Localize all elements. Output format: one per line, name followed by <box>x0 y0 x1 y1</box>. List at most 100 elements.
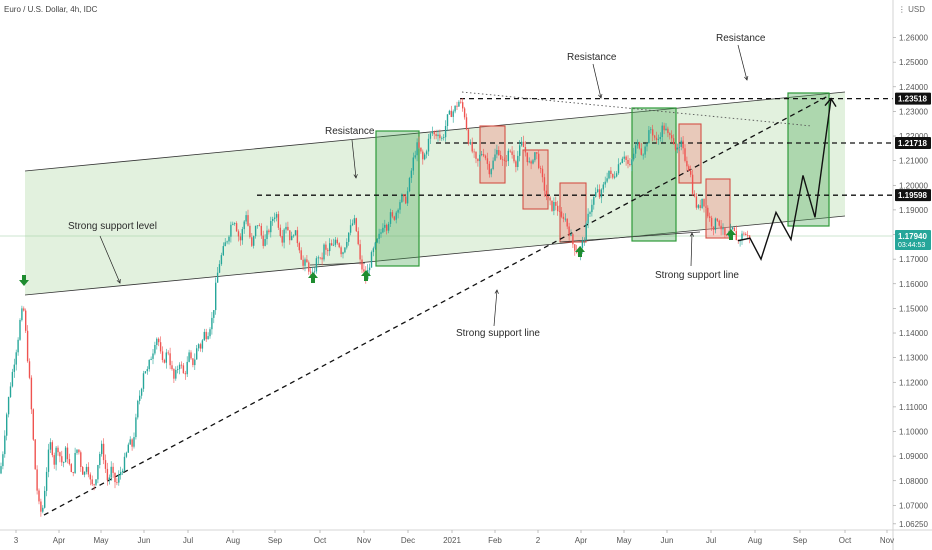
candle-body <box>448 110 451 115</box>
candle-body <box>302 259 304 266</box>
candle-body <box>211 317 213 330</box>
candle-body <box>38 490 40 502</box>
candle-body <box>486 158 489 164</box>
projection-layer <box>737 97 837 262</box>
candle-body <box>228 236 230 242</box>
candle-body <box>482 154 485 156</box>
candle-body <box>199 344 202 349</box>
candle-body <box>705 206 707 208</box>
candle-body <box>342 252 344 255</box>
candle-body <box>336 239 338 244</box>
candle-body <box>701 198 703 208</box>
candle-body <box>239 236 242 241</box>
candle-body <box>410 170 413 178</box>
candle-body <box>26 330 29 362</box>
candle-body <box>256 225 259 227</box>
candle-body <box>237 231 240 237</box>
candle-body <box>247 215 249 226</box>
candle-body <box>260 226 262 236</box>
annotation-pointer <box>690 232 693 267</box>
candle-body <box>121 470 124 473</box>
y-tick-label: 1.12000 <box>899 378 928 387</box>
candle-body <box>95 479 97 485</box>
candle-body <box>374 242 376 249</box>
candle-body <box>393 216 395 220</box>
candle-body <box>344 247 346 253</box>
currency-selector[interactable]: ⋮ USD <box>898 5 925 14</box>
candle-body <box>672 138 675 145</box>
x-tick-label: May <box>93 536 108 545</box>
candle-body <box>270 221 272 233</box>
candle-body <box>133 437 135 447</box>
annotation-strong-support-line-2: Strong support line <box>456 328 540 339</box>
candle-body <box>74 453 76 474</box>
candle-body <box>330 243 333 246</box>
candle-body <box>481 154 483 155</box>
candle-body <box>116 482 118 483</box>
candle-body <box>699 205 701 208</box>
y-tick-label: 1.06250 <box>899 520 928 529</box>
candle-body <box>513 154 515 162</box>
candle-body <box>294 230 297 236</box>
candle-body <box>460 101 462 103</box>
candle-body <box>146 369 148 372</box>
candle-body <box>712 226 715 230</box>
candle-body <box>621 158 623 163</box>
candle-body <box>549 197 551 201</box>
annotation-pointer-head <box>353 174 358 179</box>
candle-body <box>112 466 114 473</box>
y-tick-label: 1.23000 <box>899 107 928 116</box>
candle-body <box>30 377 33 410</box>
x-tick-label: Feb <box>488 536 502 545</box>
candle-body <box>553 202 555 211</box>
candle-body <box>680 140 682 147</box>
green-arrow-up-3 <box>361 270 371 281</box>
candle-body <box>441 137 443 139</box>
candle-body <box>517 155 519 167</box>
candle-body <box>13 364 15 372</box>
candle-body <box>201 340 204 349</box>
candle-body <box>452 111 454 117</box>
candle-body <box>51 442 53 456</box>
candle-body <box>340 247 342 255</box>
candle-body <box>89 474 91 480</box>
candle-body <box>608 170 610 179</box>
candle-body <box>566 218 568 227</box>
candle-body <box>450 110 452 117</box>
candle-body <box>593 197 595 205</box>
candle-body <box>640 148 642 155</box>
candle-body <box>477 158 479 162</box>
candle-body <box>667 128 669 134</box>
candle-body <box>45 471 48 491</box>
candle-body <box>437 134 439 137</box>
candle-body <box>291 235 293 241</box>
candle-body <box>722 227 724 230</box>
candle-body <box>42 507 44 512</box>
candle-body <box>215 282 217 311</box>
candle-body <box>11 371 14 387</box>
candle-body <box>142 373 145 389</box>
candle-body <box>631 159 633 166</box>
price-tag-value-4: 1.17940 <box>898 232 927 241</box>
candle-body <box>207 336 209 340</box>
candle-body <box>21 308 23 321</box>
candle-body <box>557 205 559 212</box>
red-zone-5 <box>705 178 731 239</box>
y-tick-label: 1.19000 <box>899 206 928 215</box>
y-tick-label: 1.09000 <box>899 452 928 461</box>
candle-body <box>167 352 169 354</box>
candle-body <box>175 369 177 379</box>
candle-body <box>501 159 504 161</box>
candle-body <box>49 442 52 450</box>
candle-body <box>306 259 308 263</box>
candle-body <box>547 196 549 198</box>
price-tag-value-2: 1.21718 <box>898 139 927 148</box>
candle-body <box>55 447 57 465</box>
candle-body <box>541 168 544 178</box>
candle-body <box>714 218 717 230</box>
x-tick-label: May <box>616 536 631 545</box>
annotation-pointer <box>493 289 498 327</box>
candle-body <box>703 198 705 207</box>
candle-body <box>492 160 494 169</box>
